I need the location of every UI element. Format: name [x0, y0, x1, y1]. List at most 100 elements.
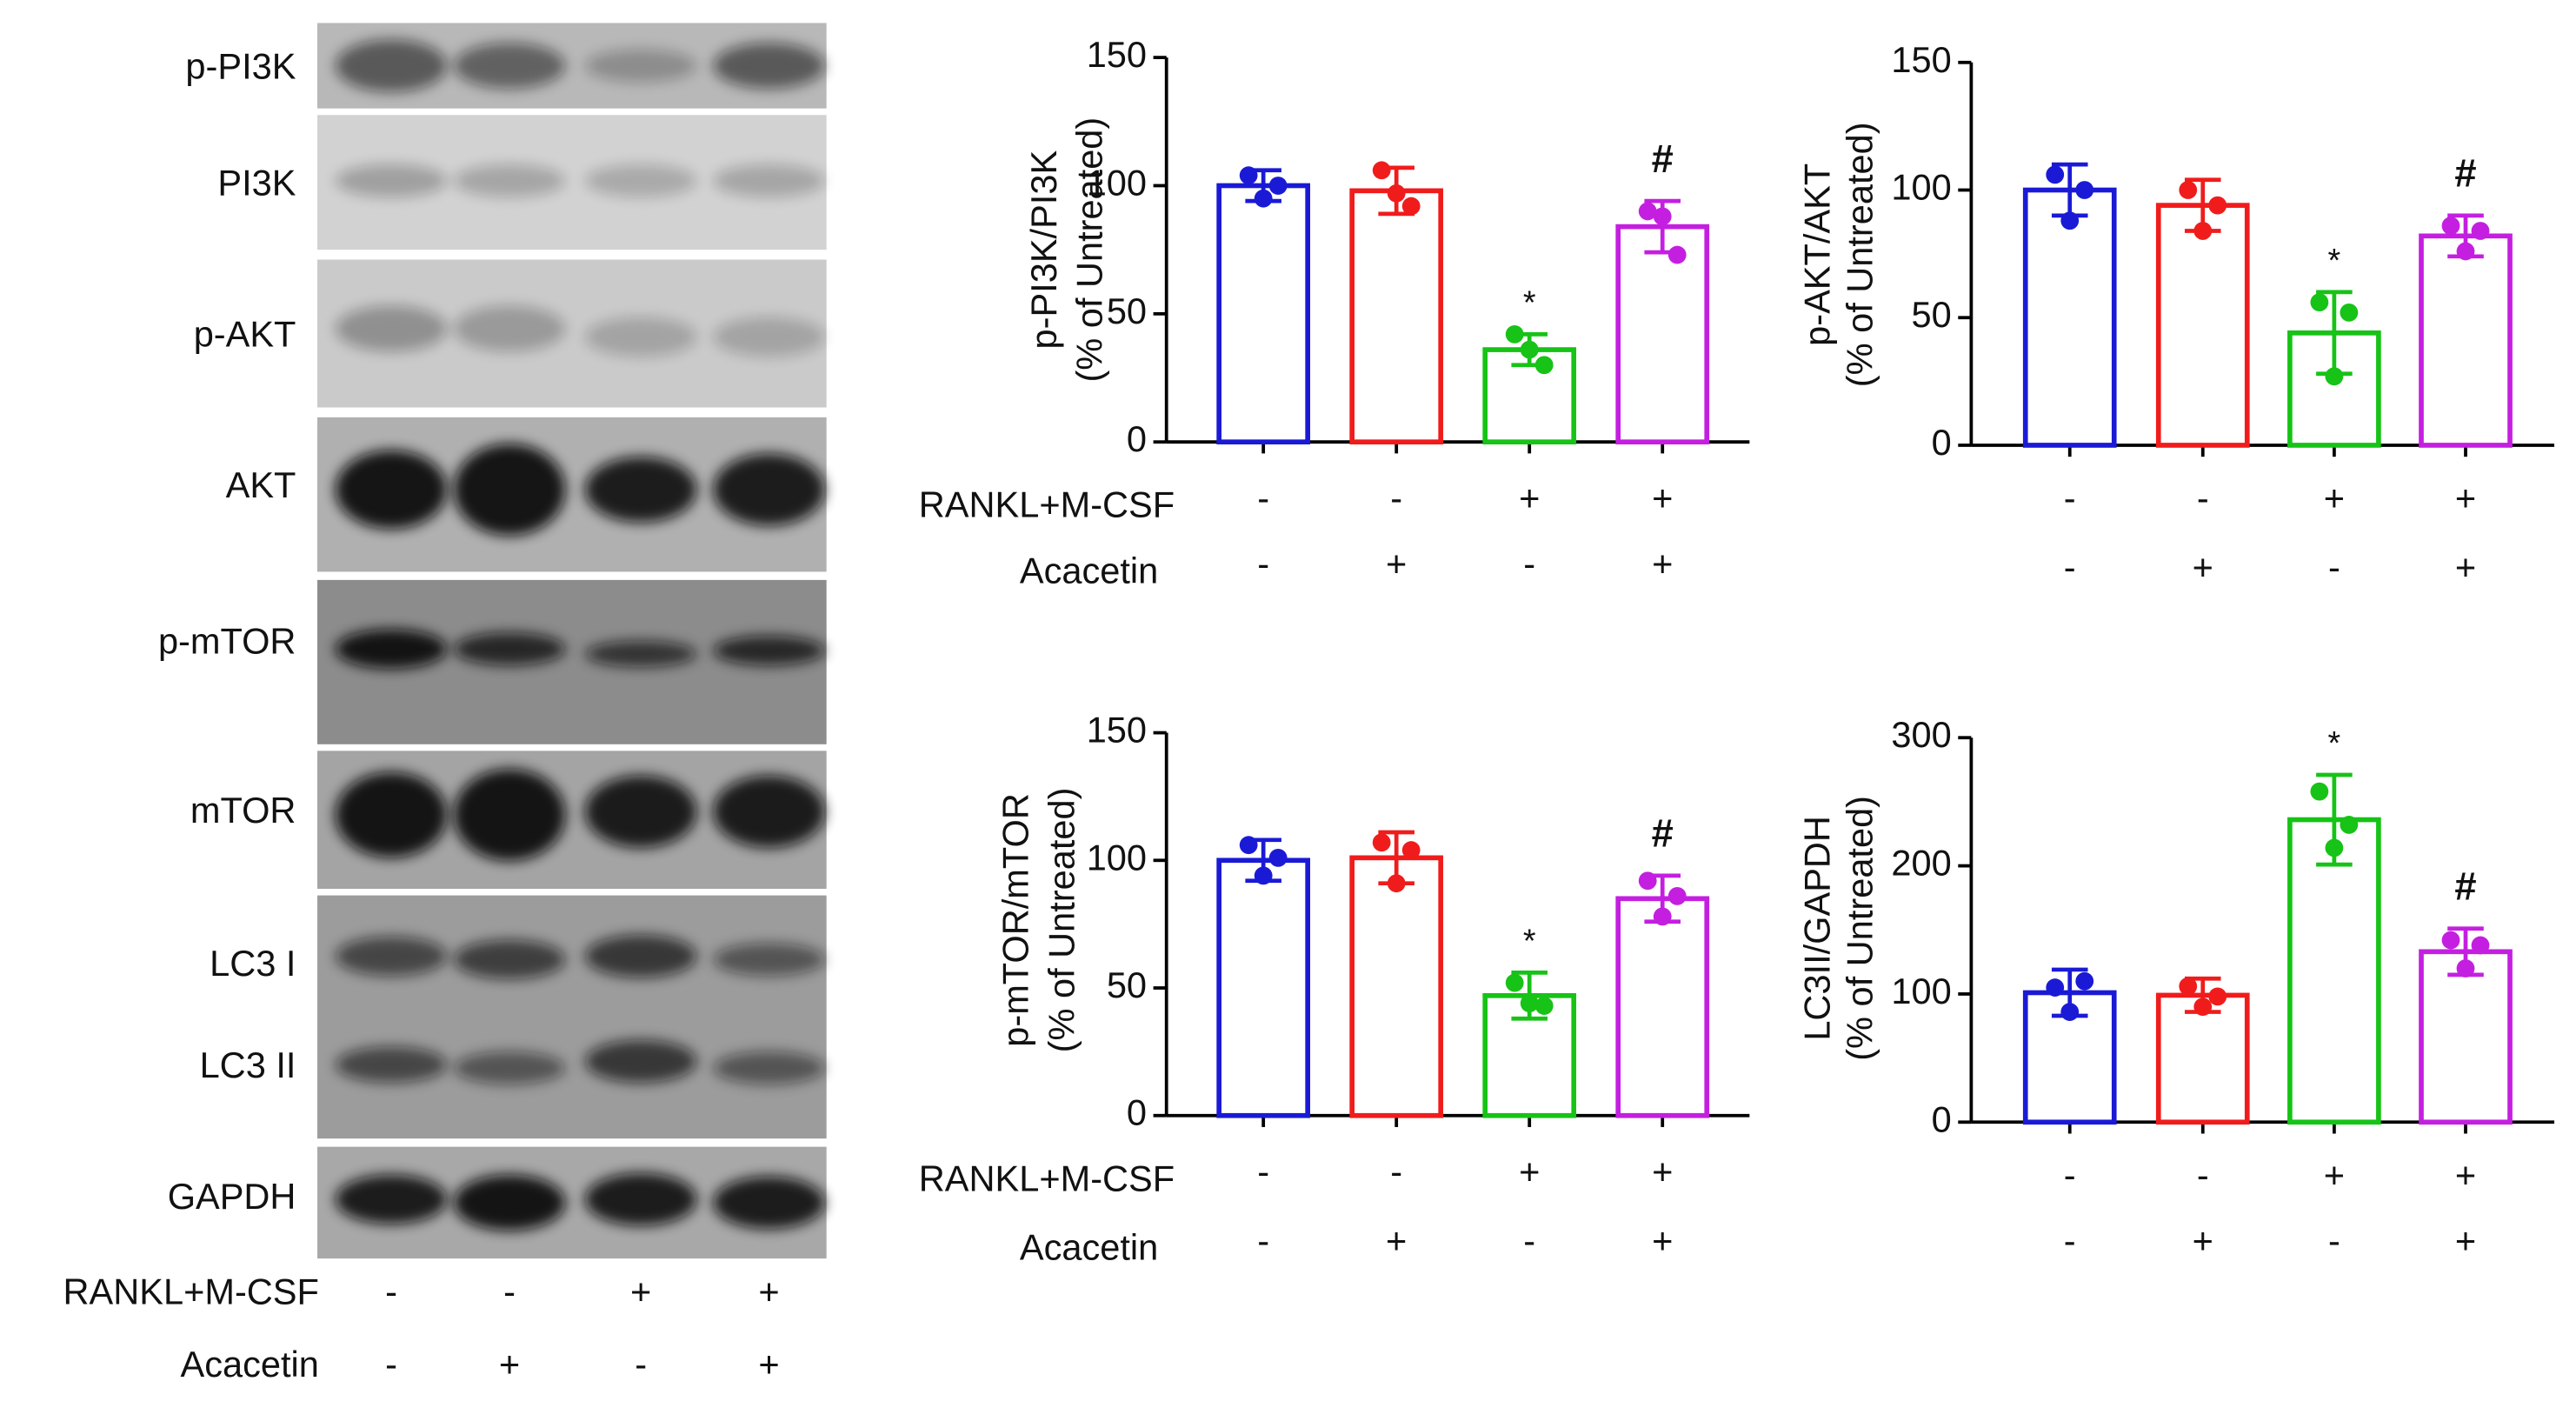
condition-sign: + — [1386, 544, 1407, 584]
condition-sign: + — [2193, 1220, 2213, 1261]
condition-sign: - — [2064, 477, 2076, 518]
y-axis-label: p-PI3K/PI3K — [1023, 150, 1064, 350]
blot-label: LC3 I — [210, 943, 296, 984]
data-point — [1401, 197, 1421, 216]
condition-sign: - — [2328, 1220, 2340, 1261]
blot-label: p-mTOR — [158, 621, 296, 662]
blot-band — [453, 939, 566, 979]
significance-mark: # — [2454, 864, 2476, 908]
condition-sign: - — [1257, 1151, 1269, 1192]
data-point — [1638, 871, 1657, 891]
data-point — [1372, 161, 1391, 180]
data-point — [2441, 931, 2460, 950]
data-point — [2456, 959, 2475, 978]
data-point — [1653, 207, 1672, 226]
blot-band — [453, 769, 566, 861]
data-point — [2046, 165, 2065, 184]
blot-label: p-PI3K — [185, 45, 296, 86]
data-point — [2179, 977, 2198, 996]
blot-band — [713, 943, 825, 977]
y-tick-label: 150 — [1087, 34, 1147, 75]
condition-sign: + — [758, 1271, 779, 1312]
y-tick-label: 0 — [1127, 418, 1147, 459]
bar — [1615, 896, 1710, 1118]
y-tick-label: 50 — [1107, 290, 1147, 331]
blot-band — [335, 39, 448, 92]
blot-band — [584, 934, 697, 978]
blot-label: GAPDH — [168, 1176, 296, 1217]
condition-sign: + — [1386, 1220, 1407, 1261]
condition-sign: - — [635, 1344, 647, 1385]
data-point — [1239, 836, 1258, 855]
bar — [2155, 203, 2250, 448]
y-tick-label: 0 — [1932, 1098, 1952, 1139]
blot-band — [335, 1046, 448, 1083]
data-point — [1239, 166, 1258, 185]
blot-band — [713, 163, 825, 197]
data-point — [1638, 202, 1657, 221]
data-point — [1401, 841, 1421, 859]
data-point — [2075, 181, 2094, 199]
data-point — [2179, 181, 2198, 199]
condition-sign: + — [1652, 544, 1673, 584]
data-point — [2060, 1003, 2080, 1021]
condition-sign: - — [1390, 477, 1402, 518]
blot-label: AKT — [226, 464, 296, 505]
data-point — [1254, 866, 1273, 885]
condition-sign: - — [1523, 544, 1535, 584]
y-axis-label: (% of Untreated) — [1840, 122, 1880, 387]
y-tick-label: 100 — [1891, 166, 1951, 207]
data-point — [2060, 211, 2080, 230]
data-point — [2471, 936, 2490, 955]
condition-sign: - — [1523, 1220, 1535, 1261]
data-point — [1534, 997, 1554, 1015]
data-point — [2325, 367, 2344, 386]
condition-sign: + — [758, 1344, 779, 1385]
blot-band — [453, 163, 566, 197]
bar — [1216, 183, 1311, 445]
y-tick-label: 200 — [1891, 843, 1951, 884]
blot-band — [584, 775, 697, 848]
blot-band — [335, 1174, 448, 1224]
data-point — [1534, 356, 1554, 375]
significance-mark: * — [2328, 725, 2341, 762]
blot-band — [453, 43, 566, 90]
blot-band — [713, 636, 825, 666]
data-point — [2193, 222, 2213, 240]
significance-mark: * — [1523, 284, 1536, 321]
condition-sign: - — [2197, 477, 2209, 518]
data-point — [1667, 886, 1687, 905]
y-tick-label: 150 — [1891, 39, 1951, 80]
data-point — [2075, 971, 2094, 991]
data-point — [1387, 184, 1406, 203]
condition-sign: - — [2064, 1155, 2076, 1196]
condition-sign: - — [385, 1344, 397, 1385]
data-point — [1667, 245, 1687, 264]
y-tick-label: 150 — [1087, 710, 1147, 751]
condition-sign: + — [1652, 1220, 1673, 1261]
blot-band — [335, 629, 448, 669]
condition-name: Acacetin — [1020, 1227, 1158, 1268]
data-point — [1520, 340, 1539, 359]
data-point — [1653, 907, 1672, 926]
significance-mark: # — [1652, 811, 1674, 856]
condition-sign: - — [2064, 1220, 2076, 1261]
data-point — [1268, 848, 1288, 867]
data-point — [2310, 293, 2329, 312]
data-point — [2340, 816, 2359, 834]
blot-band — [335, 450, 448, 530]
condition-sign: + — [1519, 1151, 1540, 1192]
blot-band — [335, 936, 448, 977]
data-point — [1505, 973, 1524, 992]
y-tick-label: 100 — [1087, 162, 1147, 203]
data-point — [1520, 994, 1539, 1013]
data-point — [2193, 998, 2213, 1017]
y-axis-label: (% of Untreated) — [1840, 796, 1880, 1061]
condition-sign: + — [499, 1344, 520, 1385]
blot-panel — [317, 895, 827, 1139]
blot-band — [713, 453, 825, 526]
blot-band — [584, 163, 697, 197]
y-axis-label: LC3II/GAPDH — [1797, 816, 1838, 1041]
blot-band — [453, 1051, 566, 1084]
